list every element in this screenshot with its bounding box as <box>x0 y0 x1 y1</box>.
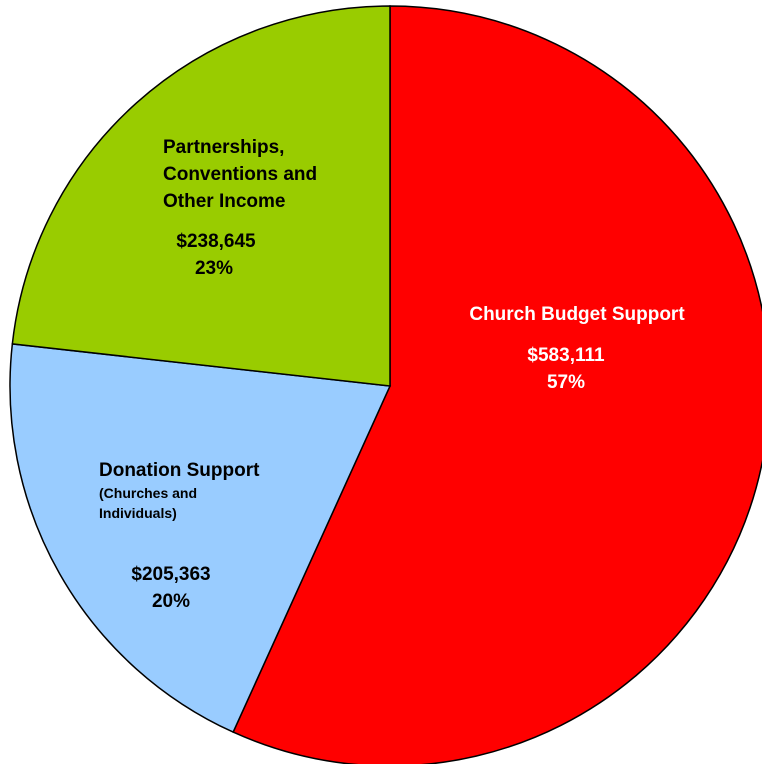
label-line-1: Partnerships, <box>163 137 284 158</box>
slice-amount-partnerships: $238,645 <box>176 231 256 252</box>
label-line-3: Other Income <box>163 191 285 212</box>
slice-sublabel-donation: (Churches and Individuals) <box>99 485 201 521</box>
pie-slice-partnerships <box>11 5 391 387</box>
label-line-2: Conventions and <box>163 164 317 185</box>
pie-slice-donation <box>9 343 392 734</box>
slice-amount-church-budget: $583,111 <box>527 345 605 366</box>
slice-percent-church-budget: 57% <box>547 372 585 393</box>
slice-label-partnerships: Partnerships, Conventions and Other Inco… <box>163 137 322 212</box>
slice-percent-donation: 20% <box>152 591 190 612</box>
slice-label-donation: Donation Support <box>99 460 260 481</box>
slice-amount-donation: $205,363 <box>131 564 210 585</box>
pie-slices <box>9 5 762 764</box>
sublabel-line-1: (Churches and <box>99 485 197 501</box>
slice-label-church-budget: Church Budget Support <box>469 304 685 325</box>
slice-percent-partnerships: 23% <box>195 258 233 279</box>
sublabel-line-2: Individuals) <box>99 505 177 521</box>
